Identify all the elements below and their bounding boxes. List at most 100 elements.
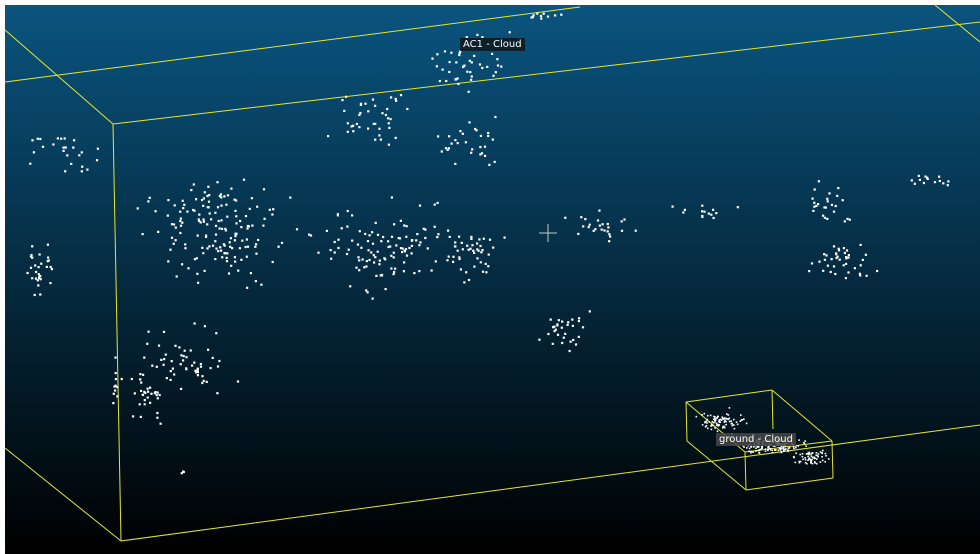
cloud-point [345, 95, 348, 98]
ac1-cloud-label[interactable]: AC1 - Cloud [460, 38, 525, 51]
cloud-point [726, 413, 728, 415]
cloud-point [808, 453, 810, 455]
cloud-point [192, 183, 195, 186]
cloud-point [39, 293, 42, 296]
cloud-point [450, 51, 453, 54]
cloud-point [531, 16, 534, 19]
cloud-point [217, 219, 220, 223]
cloud-point [682, 211, 685, 214]
cloud-point [254, 280, 257, 283]
cloud-point [196, 368, 199, 371]
cloud-point [473, 54, 476, 57]
cloud-point [433, 225, 436, 228]
cloud-point [707, 427, 709, 430]
cloud-point [735, 421, 738, 423]
cloud-point [170, 236, 174, 239]
cloud-point [592, 229, 595, 232]
cloud-point [484, 262, 487, 265]
cloud-point [361, 258, 364, 261]
cloud-point [719, 418, 722, 421]
cloud-point [715, 422, 718, 425]
cloud-point [731, 424, 734, 427]
cloud-point [431, 57, 434, 60]
cloud-point [724, 420, 726, 422]
cloud-point [714, 419, 716, 421]
cloud-point [809, 458, 812, 461]
cloud-point [834, 272, 837, 276]
cloud-point [486, 65, 489, 68]
cloud-point [63, 137, 66, 140]
cloud-point [722, 427, 724, 429]
cloud-point [249, 272, 252, 275]
cloud-point [557, 319, 560, 322]
cloud-point [203, 191, 206, 194]
cloud-point [481, 270, 485, 273]
cloud-point [49, 282, 52, 285]
cloud-point [387, 240, 390, 243]
cloud-point [191, 364, 194, 367]
cloud-point [397, 237, 400, 240]
cloud-point [198, 219, 201, 223]
cloud-point [116, 395, 119, 398]
cloud-point [193, 209, 196, 212]
cloud-point [736, 206, 739, 209]
cloud-point [358, 113, 361, 116]
cloud-point [403, 261, 406, 264]
cloud-point [807, 455, 809, 458]
cloud-point [262, 224, 265, 227]
cloud-point [938, 175, 941, 178]
cloud-point [794, 461, 797, 464]
cloud-point [443, 50, 447, 53]
cloud-point [430, 269, 433, 272]
cloud-point [367, 249, 370, 252]
cloud-point [580, 216, 583, 219]
cloud-point [572, 338, 575, 342]
cloud-point [218, 195, 221, 198]
cloud-point [157, 230, 160, 233]
cloud-point [179, 217, 182, 220]
cloud-point [201, 375, 204, 378]
cloud-point [257, 238, 260, 242]
cloud-point [452, 260, 455, 263]
cloud-point [701, 414, 703, 416]
cloud-point [413, 272, 416, 275]
cloud-point [710, 213, 713, 216]
cloud-point [705, 424, 708, 427]
cloud-point [485, 271, 488, 274]
cloud-point [837, 249, 841, 252]
cloud-point [114, 384, 117, 387]
cloud-point [31, 256, 34, 259]
cloud-point [806, 462, 808, 465]
cloud-point [220, 219, 223, 222]
cloud-point [141, 393, 144, 396]
cloud-point [725, 418, 727, 420]
cloud-point [715, 418, 717, 421]
cloud-point [466, 70, 469, 73]
cloud-point [216, 392, 219, 395]
cloud-point [271, 260, 274, 264]
cloud-point [553, 330, 556, 333]
cloud-point [714, 417, 716, 420]
cloud-point [50, 268, 53, 271]
cloud-point [405, 235, 408, 238]
cloud-point [815, 204, 818, 207]
cloud-point [45, 265, 48, 268]
cloud-point [561, 341, 564, 345]
cloud-point [193, 361, 196, 364]
cloud-point [179, 224, 183, 227]
cloud-point [165, 377, 168, 380]
cloud-point [374, 138, 377, 141]
cloud-point [136, 207, 139, 210]
cloud-point [401, 251, 404, 254]
cloud-point [143, 399, 146, 402]
cloud-point [467, 248, 470, 251]
ground-cloud-label[interactable]: ground - Cloud [716, 433, 796, 446]
cloud-point [479, 146, 482, 149]
cloud-point [195, 257, 198, 260]
cloud-point [750, 450, 752, 453]
cloud-point [475, 129, 478, 132]
cloud-point [203, 269, 206, 272]
cloud-point [405, 225, 408, 228]
